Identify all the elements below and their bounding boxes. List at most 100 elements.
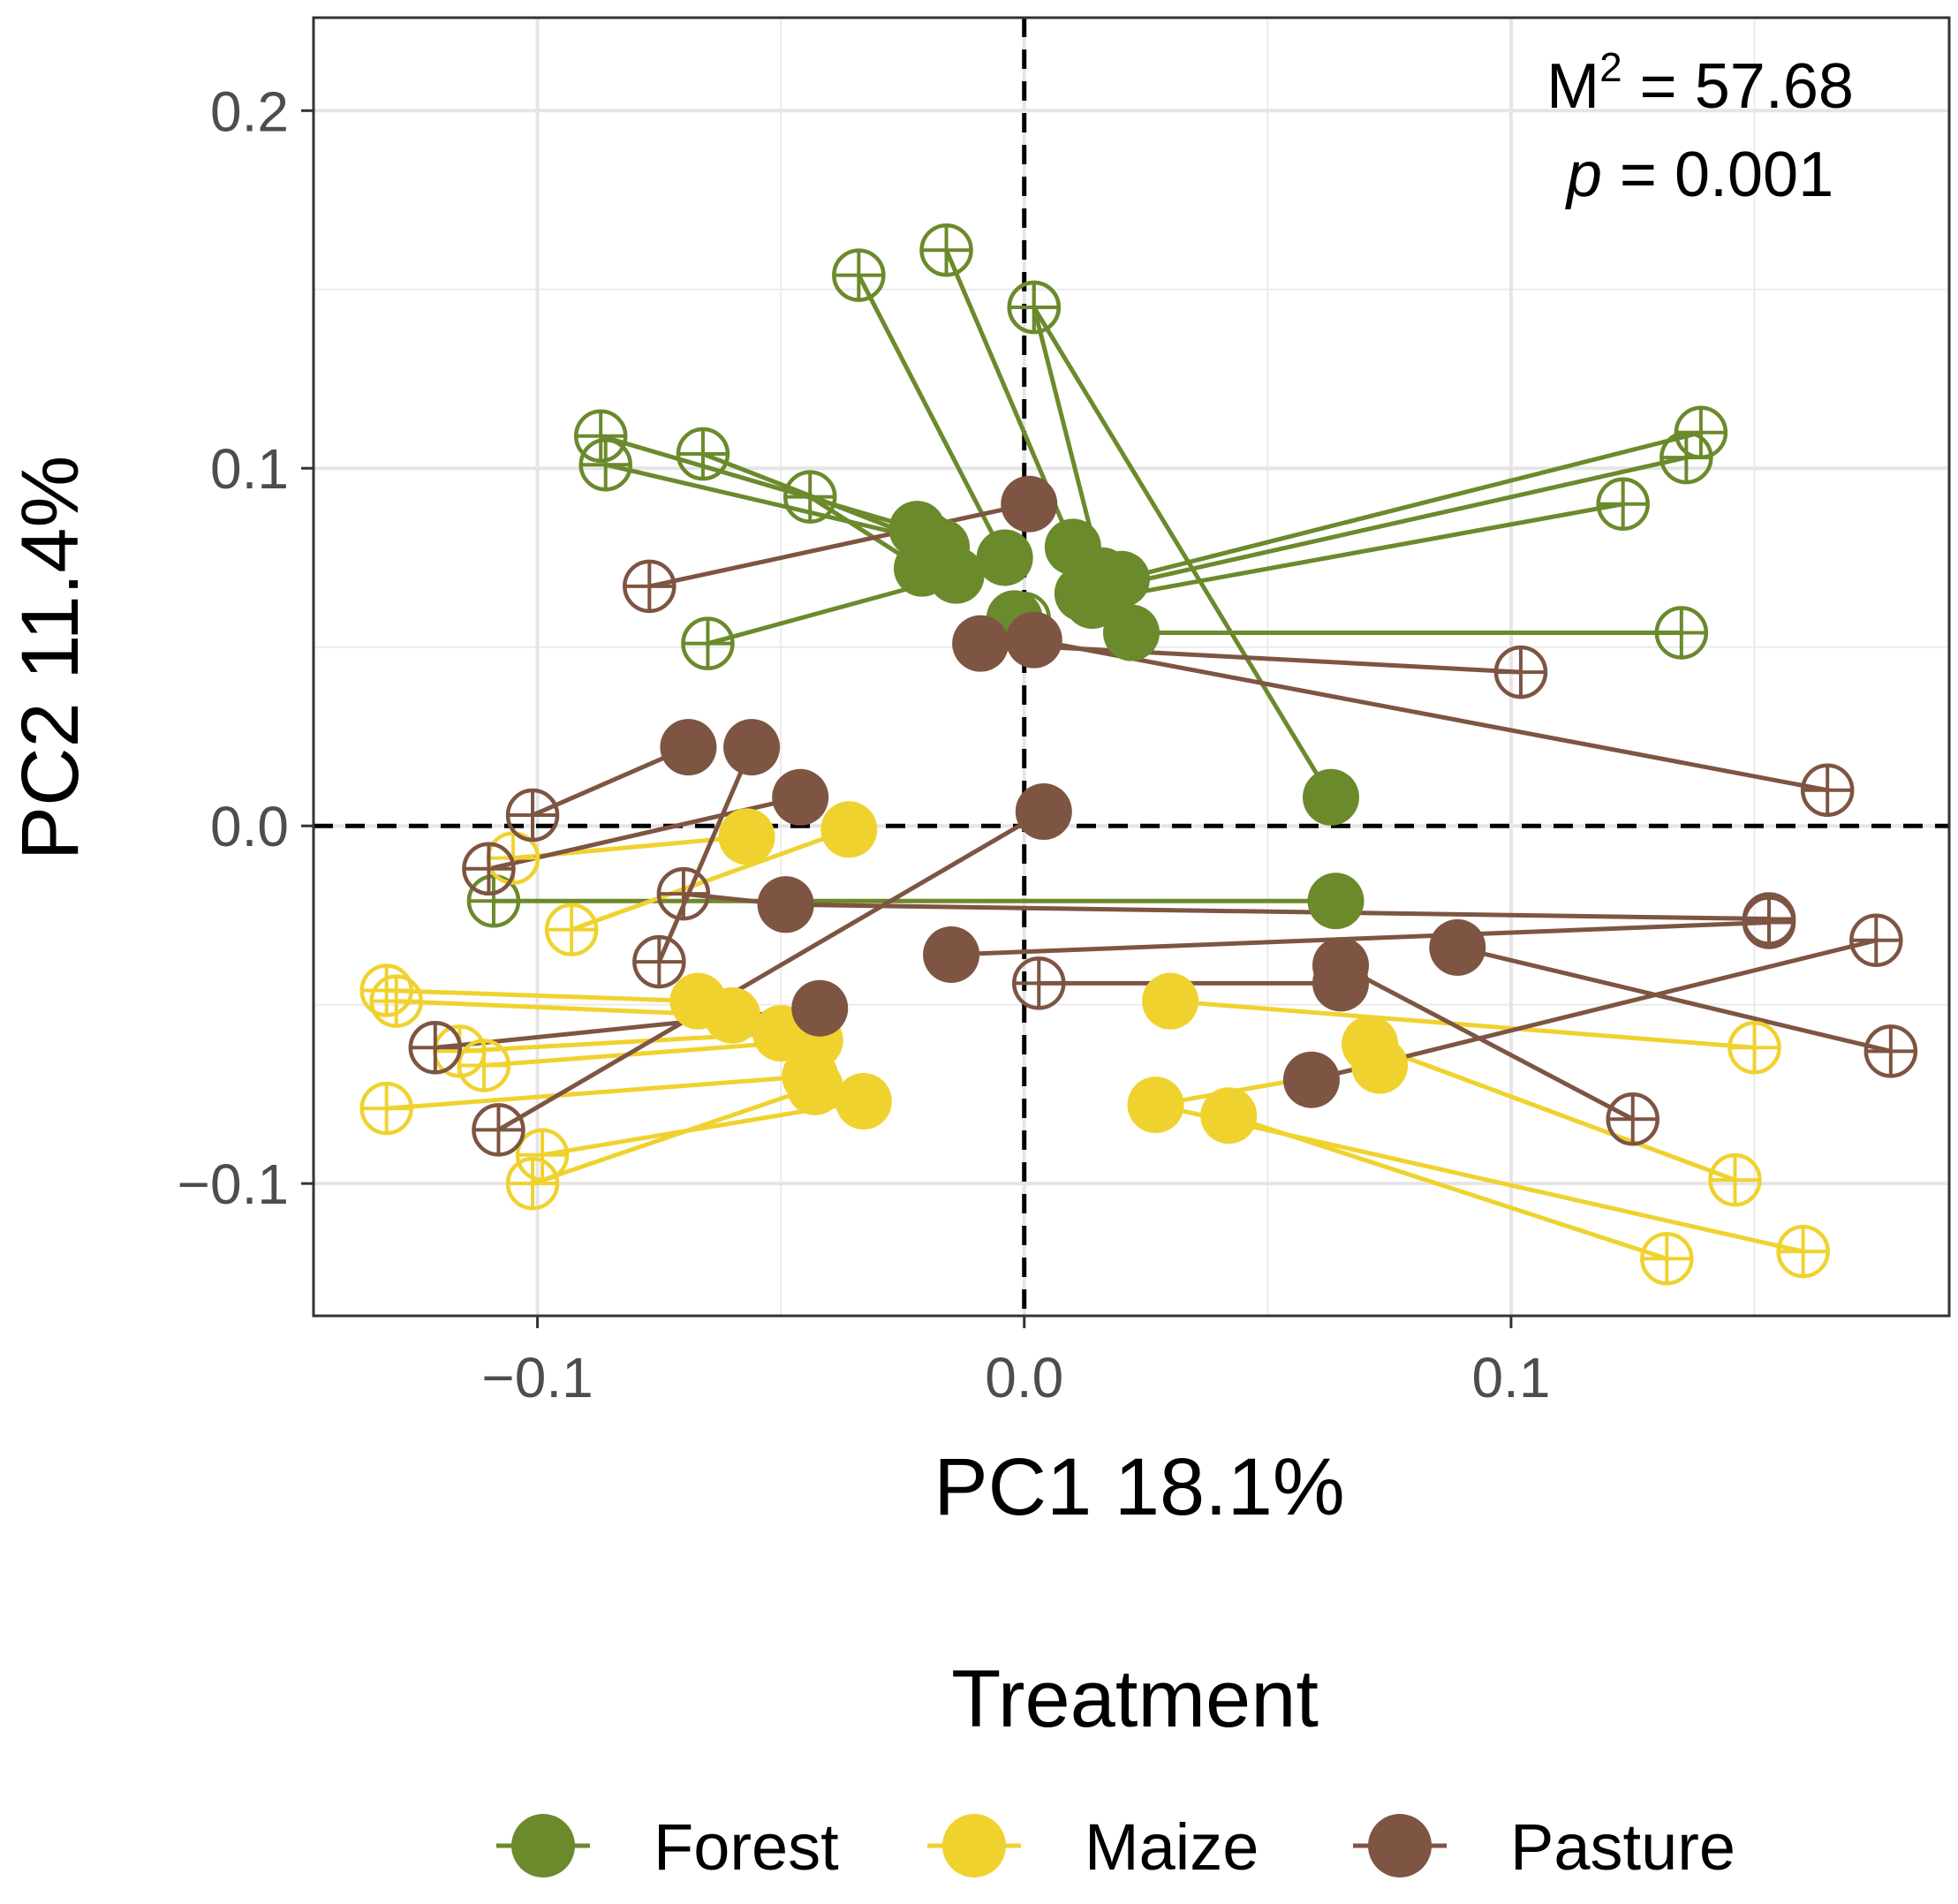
segment-forest xyxy=(605,462,928,542)
open-point-pasture xyxy=(623,559,677,614)
open-point-pasture xyxy=(1864,1024,1918,1078)
segment-maize xyxy=(386,987,699,1004)
filled-point-forest xyxy=(1103,604,1160,661)
open-point-maize xyxy=(515,1128,570,1182)
legend-title: Treatment xyxy=(951,1654,1319,1744)
segment-pasture xyxy=(785,902,1770,921)
filled-point-maize xyxy=(1142,972,1199,1030)
segment-maize xyxy=(1369,1041,1736,1182)
filled-point-pasture xyxy=(1429,918,1486,976)
open-point-pasture xyxy=(1800,763,1855,817)
open-point-maize xyxy=(359,1081,413,1136)
open-point-maize xyxy=(1727,1021,1781,1075)
filled-point-pasture xyxy=(952,615,1009,672)
segment-forest xyxy=(1032,306,1334,799)
filled-point-pasture xyxy=(772,768,829,826)
m2-label: M xyxy=(1546,51,1599,122)
y-tick-label: −0.1 xyxy=(178,1152,289,1216)
segment-pasture xyxy=(950,920,1770,957)
open-point-pasture xyxy=(656,866,711,921)
y-tick-label: 0.0 xyxy=(210,795,289,858)
filled-point-maize xyxy=(820,801,878,858)
legend-item-pasture: Pasture xyxy=(1353,1810,1735,1884)
data-points xyxy=(359,223,1918,1286)
segment-pasture xyxy=(497,809,1046,1132)
open-point-forest xyxy=(832,248,886,302)
filled-point-maize xyxy=(786,1058,843,1115)
segment-forest xyxy=(1082,455,1687,596)
open-point-forest xyxy=(578,437,632,492)
open-point-pasture xyxy=(408,1021,463,1075)
open-point-pasture xyxy=(1849,913,1903,968)
open-point-pasture xyxy=(1012,956,1066,1010)
segment-forest xyxy=(1121,430,1702,582)
segment-maize xyxy=(571,827,850,932)
x-axis-title: PC1 18.1% xyxy=(934,1442,1344,1532)
filled-point-maize xyxy=(1200,1087,1258,1145)
filled-point-forest xyxy=(1307,873,1365,930)
filled-point-pasture xyxy=(1312,955,1370,1012)
segment-maize xyxy=(1155,1102,1804,1254)
open-point-pasture xyxy=(1606,1092,1659,1146)
segment-pasture xyxy=(1339,963,1634,1122)
open-point-maize xyxy=(505,1156,560,1211)
x-tick-label: 0.0 xyxy=(985,1346,1063,1409)
filled-point-pasture xyxy=(1015,783,1072,841)
legend: Forest Maize Pasture xyxy=(496,1810,1735,1884)
y-tick-label: 0.2 xyxy=(210,79,289,143)
x-tick-label: −0.1 xyxy=(481,1346,593,1409)
open-point-forest xyxy=(782,470,837,524)
open-point-maize xyxy=(369,974,423,1028)
open-point-forest xyxy=(1596,477,1650,531)
open-point-pasture xyxy=(632,934,686,989)
segment-forest xyxy=(1092,502,1624,603)
open-point-forest xyxy=(1659,430,1713,485)
x-axis-ticks: −0.1 0.0 0.1 xyxy=(481,1316,1550,1409)
open-point-forest xyxy=(681,616,735,670)
filled-point-forest xyxy=(976,529,1033,586)
filled-point-forest xyxy=(927,547,985,604)
segment-pasture xyxy=(532,744,690,818)
y-axis-ticks: −0.1 0.0 0.1 0.2 xyxy=(178,79,314,1216)
filled-point-pasture xyxy=(1282,1051,1340,1108)
open-point-forest xyxy=(676,427,730,481)
open-point-forest xyxy=(919,223,973,277)
x-tick-label: 0.1 xyxy=(1471,1346,1550,1409)
m2-superscript: 2 xyxy=(1599,44,1622,90)
segment-forest xyxy=(857,274,1007,559)
open-point-maize xyxy=(1708,1152,1762,1207)
segment-forest xyxy=(600,434,919,532)
filled-point-maize xyxy=(704,986,761,1044)
open-point-maize xyxy=(544,903,599,956)
open-point-pasture xyxy=(472,1103,525,1157)
legend-key-point xyxy=(511,1814,575,1878)
filled-point-pasture xyxy=(923,926,980,983)
panel-border xyxy=(312,16,1951,1318)
m2-statistic: M2 = 57.68 xyxy=(1546,44,1854,122)
p-value: = 0.001 xyxy=(1602,140,1833,210)
filled-point-pasture xyxy=(1005,611,1062,669)
segment-pasture xyxy=(657,746,754,963)
legend-label-forest: Forest xyxy=(654,1810,839,1884)
filled-point-pasture xyxy=(660,719,717,776)
legend-key-point xyxy=(1368,1814,1432,1878)
open-point-maize xyxy=(457,1039,511,1092)
open-point-pasture xyxy=(462,842,516,896)
open-point-maize xyxy=(1640,1231,1694,1286)
filled-point-maize xyxy=(718,808,775,865)
procrustes-segments xyxy=(386,249,1892,1261)
legend-key-point xyxy=(942,1814,1006,1878)
filled-point-maize xyxy=(1127,1077,1184,1134)
segment-maize xyxy=(386,1074,811,1111)
legend-item-forest: Forest xyxy=(496,1810,839,1884)
open-point-pasture xyxy=(505,788,560,842)
p-label: p xyxy=(1565,140,1602,210)
legend-item-maize: Maize xyxy=(927,1810,1259,1884)
m2-value: = 57.68 xyxy=(1622,51,1854,122)
filled-point-pasture xyxy=(757,876,814,933)
open-point-pasture xyxy=(1493,645,1548,699)
open-point-forest xyxy=(1654,606,1709,660)
statistics-annotation: M2 = 57.68 p = 0.001 xyxy=(1546,44,1854,210)
legend-label-maize: Maize xyxy=(1085,1810,1259,1884)
